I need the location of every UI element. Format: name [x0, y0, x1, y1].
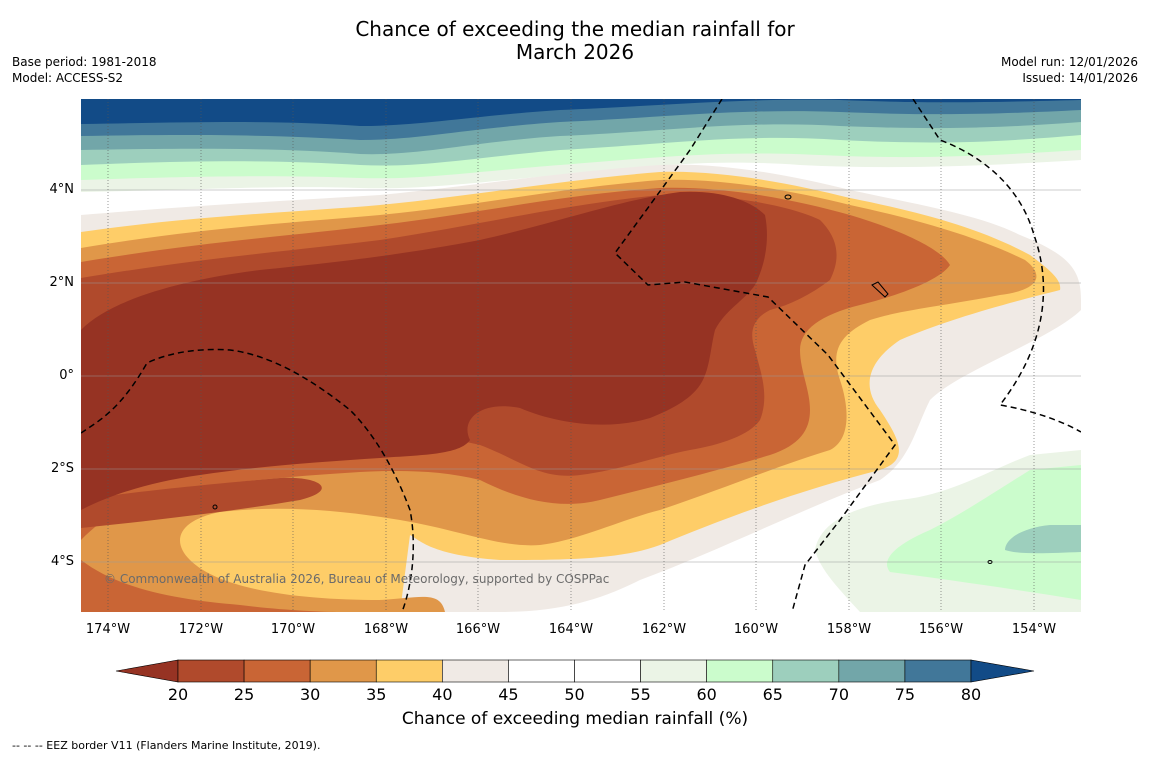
- lon-label-160w: 160°W: [733, 622, 779, 637]
- colorbar-tick-label: 40: [432, 685, 453, 704]
- colorbar-arrow-high: [970, 659, 1035, 683]
- base-period: Base period: 1981-2018: [12, 55, 157, 69]
- colorbar-tick-label: 45: [498, 685, 519, 704]
- eez-border-kiribati-west: [81, 348, 415, 612]
- copyright-notice: © Commonwealth of Australia 2026, Bureau…: [104, 572, 610, 586]
- colorbar-segment: [838, 659, 906, 683]
- colorbar-tick-label: 65: [762, 685, 783, 704]
- rainfall-field: [81, 99, 1081, 612]
- lat-label-4s: 4°S: [50, 554, 74, 569]
- colorbar-segment: [706, 659, 774, 683]
- band-70-75-south: [1005, 525, 1081, 554]
- lon-label-164w: 164°W: [548, 622, 594, 637]
- lon-label-166w: 166°W: [455, 622, 501, 637]
- issued-date: Issued: 14/01/2026: [1022, 71, 1138, 85]
- run-info: Model run: 12/01/2026 Issued: 14/01/2026: [1001, 54, 1138, 86]
- island: [784, 194, 792, 200]
- band-below-20: [81, 191, 767, 510]
- islands: [212, 194, 993, 564]
- colorbar-label: Chance of exceeding median rainfall (%): [401, 709, 749, 729]
- colorbar-tick-label: 80: [960, 685, 982, 704]
- colorbar-tick-label: 50: [564, 685, 585, 704]
- colorbar: [115, 659, 1035, 683]
- island: [212, 504, 218, 510]
- colorbar-tick-label: 20: [167, 685, 189, 704]
- eez-borders: [81, 99, 1081, 612]
- model-info: Base period: 1981-2018 Model: ACCESS-S2: [12, 54, 157, 86]
- model-run: Model run: 12/01/2026: [1000, 55, 1138, 69]
- lon-label-172w: 172°W: [178, 622, 224, 637]
- colorbar-segment: [772, 659, 840, 683]
- model-name: Model: ACCESS-S2: [12, 71, 124, 85]
- colorbar-segment: [243, 659, 311, 683]
- colorbar-segment: [442, 659, 509, 683]
- colorbar-segment: [309, 659, 377, 683]
- latitude-lines: [81, 189, 1081, 563]
- band-above-80-north: [81, 99, 1081, 126]
- lat-label-0: 0°: [59, 368, 74, 383]
- colorbar-segment: [640, 659, 707, 683]
- colorbar-tick-label: 30: [299, 685, 321, 704]
- colorbar-segment: [574, 659, 641, 683]
- title-line-2: March 2026: [515, 40, 635, 64]
- colorbar-segment: [177, 659, 245, 683]
- colorbar-tick-label: 75: [894, 685, 916, 704]
- eez-footnote: -- -- -- EEZ border V11 (Flanders Marine…: [12, 739, 321, 752]
- island: [987, 560, 993, 564]
- eez-border-east: [912, 99, 1081, 433]
- colorbar-segment: [375, 659, 443, 683]
- lon-label-156w: 156°W: [918, 622, 964, 637]
- lat-label-2n: 2°N: [49, 275, 75, 290]
- lon-label-162w: 162°W: [641, 622, 687, 637]
- map-title: Chance of exceeding the median rainfall …: [0, 18, 1150, 64]
- colorbar-tick-label: 70: [828, 685, 850, 704]
- colorbar-tick-label: 25: [233, 685, 255, 704]
- eez-border-central: [614, 99, 896, 612]
- lon-label-158w: 158°W: [826, 622, 872, 637]
- lon-label-168w: 168°W: [363, 622, 409, 637]
- colorbar-tick-label: 55: [630, 685, 651, 704]
- colorbar-tick-label: 35: [366, 685, 387, 704]
- colorbar-tick-label: 60: [696, 685, 717, 704]
- lon-label-170w: 170°W: [270, 622, 316, 637]
- band-65-70-south: [886, 465, 1081, 600]
- title-line-1: Chance of exceeding the median rainfall …: [355, 17, 795, 41]
- lat-label-4n: 4°N: [49, 182, 75, 197]
- lon-label-154w: 154°W: [1011, 622, 1057, 637]
- colorbar-arrow-low: [115, 659, 179, 683]
- lon-label-174w: 174°W: [85, 622, 131, 637]
- island: [871, 281, 889, 298]
- colorbar-segment: [508, 659, 575, 683]
- colorbar-segment: [904, 659, 972, 683]
- lat-label-2s: 2°S: [50, 461, 74, 476]
